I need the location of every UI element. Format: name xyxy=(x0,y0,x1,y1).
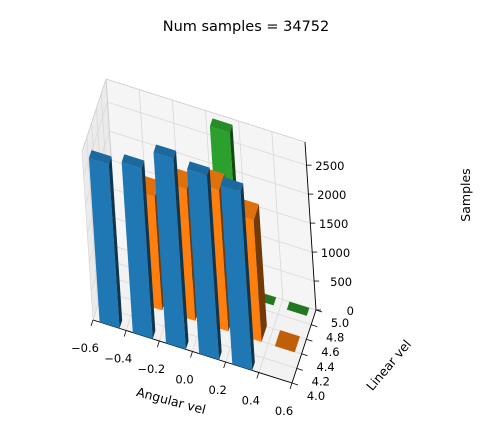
bar-top-face xyxy=(187,161,210,176)
x-axis-label: Angular vel xyxy=(135,384,208,417)
bar-front-face xyxy=(220,185,253,371)
bar-top-face xyxy=(121,154,145,169)
z-axis-label: Samples xyxy=(458,168,473,221)
x-tick-mark xyxy=(156,340,160,348)
y-tick-mark xyxy=(291,382,299,386)
bar-side-face xyxy=(173,150,189,350)
y-axis-label: Linear vel xyxy=(363,337,414,394)
y-tick-label: 4.8 xyxy=(326,331,344,345)
y-tick-label: 5.0 xyxy=(331,316,349,330)
x-tick-label: −0.4 xyxy=(104,352,132,366)
bar-front-face xyxy=(121,162,153,339)
y-axis-line xyxy=(291,309,317,384)
y-tick-label: 4.4 xyxy=(316,360,334,374)
bar-front-face xyxy=(153,152,186,350)
bar-side-face xyxy=(141,160,156,339)
bar xyxy=(88,150,123,329)
x-tick-label: 0.4 xyxy=(242,394,260,408)
z-tick-label: 1000 xyxy=(321,246,350,260)
z-tick-label: 2500 xyxy=(315,159,344,173)
bar-top-face xyxy=(220,177,244,192)
x-tick-label: 0.2 xyxy=(209,383,227,397)
bar xyxy=(220,177,255,371)
z-tick-label: 1500 xyxy=(319,217,348,231)
x-tick-label: 0.6 xyxy=(275,404,293,418)
x-tick-mark xyxy=(123,330,127,337)
bar-top-face xyxy=(286,301,310,316)
x-tick-mark xyxy=(256,372,260,379)
bar-front-face xyxy=(88,158,120,329)
bar-front-face xyxy=(187,169,220,360)
bar-side-face xyxy=(240,183,255,371)
y-tick-label: 4.6 xyxy=(321,345,339,359)
bar-side-face xyxy=(253,204,267,342)
bar-side-face xyxy=(108,156,123,329)
y-tick-label: 4.2 xyxy=(312,374,330,388)
z-axis-line xyxy=(304,141,317,311)
x-tick-label: −0.2 xyxy=(137,362,165,376)
x-tick-mark xyxy=(90,319,94,327)
y-tick-mark xyxy=(296,368,303,371)
bar xyxy=(286,301,310,316)
z-tick-label: 500 xyxy=(330,275,352,289)
bar xyxy=(187,161,222,360)
chart-title: Num samples = 34752 xyxy=(163,19,330,35)
y-tick-mark xyxy=(301,353,308,357)
bar-side-face xyxy=(206,167,222,360)
x-tick-mark xyxy=(223,361,227,369)
bar xyxy=(153,144,189,350)
bars-group xyxy=(88,118,310,371)
y-tick-mark xyxy=(306,338,313,342)
z-tick-label: 0 xyxy=(347,304,354,318)
bar-top-face xyxy=(153,144,177,159)
x-tick-mark xyxy=(190,351,193,358)
z-tick-label: 2000 xyxy=(317,188,346,202)
x-tick-mark xyxy=(289,382,293,390)
x-tick-label: −0.6 xyxy=(71,341,99,355)
bar-top-face xyxy=(209,118,233,133)
bar xyxy=(121,154,156,339)
bar xyxy=(274,330,301,353)
bar-top-face xyxy=(274,330,301,353)
y-tick-mark xyxy=(311,324,318,327)
y-tick-label: 4.0 xyxy=(307,389,325,403)
x-tick-label: 0.0 xyxy=(175,373,193,387)
bar-top-face xyxy=(88,150,112,165)
